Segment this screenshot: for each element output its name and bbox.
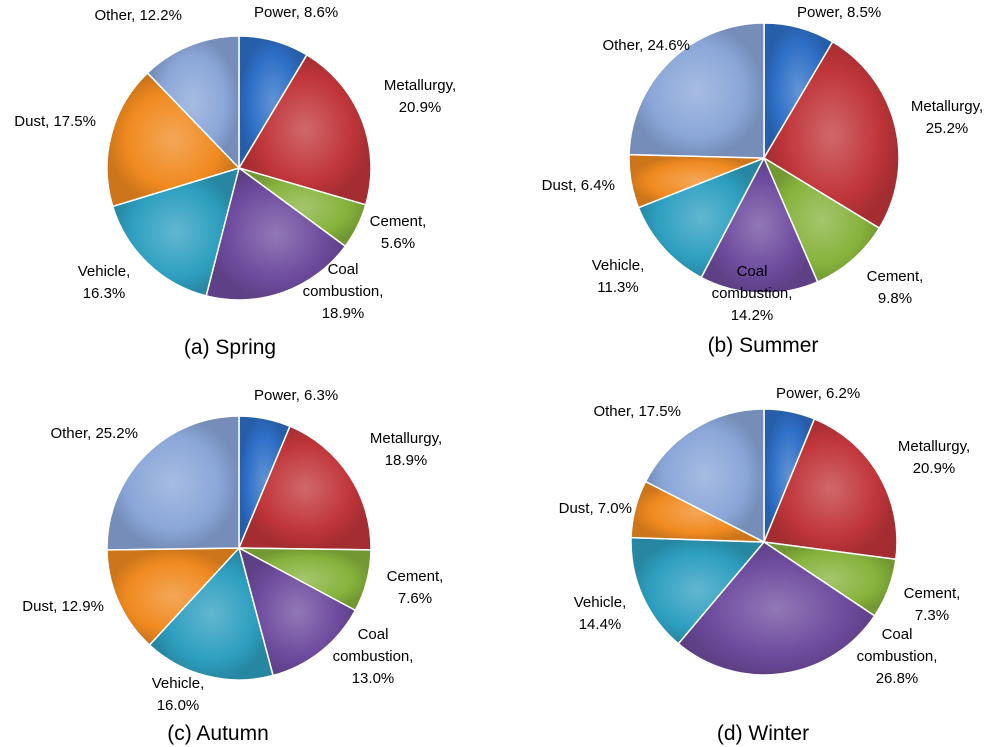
slice-label-cement: Cement, 5.6% xyxy=(370,213,427,252)
slice-label-dust: Dust, 6.4% xyxy=(542,177,615,194)
slice-label-cement: Cement, 7.3% xyxy=(904,585,961,624)
summer-pie-chart: Power, 8.5% Metallurgy, 25.2% Cement, 9.8% Co… xyxy=(542,4,984,357)
slice-label-metallurgy: Metallurgy, 20.9% xyxy=(384,77,456,116)
pie-slice-other xyxy=(106,415,240,551)
slice-label-cement: Cement, 9.8% xyxy=(867,268,924,307)
slice-label-metallurgy: Metallurgy, 18.9% xyxy=(370,430,442,469)
slice-label-coal-combustion: Coal combustion, 13.0% xyxy=(333,626,414,687)
slice-label-coal-combustion: Coal combustion, 26.8% xyxy=(857,626,938,687)
slice-label-power: Power, 6.3% xyxy=(254,387,338,404)
panel-caption: (c) Autumn xyxy=(167,722,269,745)
pie-slice-dust xyxy=(106,71,241,208)
slice-label-metallurgy: Metallurgy, 25.2% xyxy=(911,98,983,137)
pie-slice-coal-combustion xyxy=(677,541,876,676)
pie-slice-metallurgy xyxy=(762,417,898,561)
slice-label-power: Power, 8.6% xyxy=(254,4,338,21)
slice-label-dust: Dust, 12.9% xyxy=(22,598,104,615)
pie-slice-vehicle xyxy=(630,536,766,645)
panel-caption: (b) Summer xyxy=(708,334,819,357)
slice-label-coal-combustion: Coal combustion, 14.2% xyxy=(712,263,793,324)
slice-label-other: Other, 25.2% xyxy=(50,425,138,442)
pie-slice-cement xyxy=(762,156,881,283)
slice-label-power: Power, 6.2% xyxy=(776,385,860,402)
pie-slice-other xyxy=(628,22,765,159)
slice-label-vehicle: Vehicle, 16.0% xyxy=(152,675,205,714)
pie-slice-vehicle xyxy=(111,166,241,297)
pie-slice-dust xyxy=(106,547,241,647)
autumn-pie-chart: Power, 6.3% Metallurgy, 18.9% Cement, 7.6% Co… xyxy=(22,387,443,745)
slice-label-dust: Dust, 7.0% xyxy=(559,500,632,517)
pie-slice-other xyxy=(644,408,765,544)
pie-slice-metallurgy xyxy=(237,53,372,206)
pie-slice-vehicle xyxy=(148,546,274,681)
slice-label-other: Other, 24.6% xyxy=(602,37,690,54)
slice-label-coal-combustion: Coal combustion, 18.9% xyxy=(303,261,384,322)
panel-caption: (d) Winter xyxy=(717,722,809,745)
panel-caption: (a) Spring xyxy=(184,336,276,359)
slice-label-vehicle: Vehicle, 16.3% xyxy=(78,263,131,302)
pie-slice-coal-combustion xyxy=(237,546,357,677)
pie-slice-other xyxy=(146,35,240,170)
slice-label-other: Other, 12.2% xyxy=(94,7,182,24)
slice-label-other: Other, 17.5% xyxy=(593,403,681,420)
pie-slice-metallurgy xyxy=(762,40,900,230)
slice-label-cement: Cement, 7.6% xyxy=(387,568,444,607)
winter-pie-chart: Power, 6.2% Metallurgy, 20.9% Cement, 7.3%Co… xyxy=(559,385,971,745)
pie-slice-vehicle xyxy=(637,156,766,279)
slice-label-metallurgy: Metallurgy, 20.9% xyxy=(898,438,970,477)
slice-label-vehicle: Vehicle, 11.3% xyxy=(592,257,645,296)
spring-pie-chart: Power, 8.6% Metallurgy, 20.9% Cement, 5.6% Co… xyxy=(14,4,456,359)
slice-label-power: Power, 8.5% xyxy=(797,4,881,21)
slice-label-dust: Dust, 17.5% xyxy=(14,113,96,130)
pie-slice-metallurgy xyxy=(237,425,372,551)
pie-slice-coal-combustion xyxy=(205,166,347,301)
slice-label-vehicle: Vehicle, 14.4% xyxy=(574,594,627,633)
pie-slice-coal-combustion xyxy=(700,156,819,294)
